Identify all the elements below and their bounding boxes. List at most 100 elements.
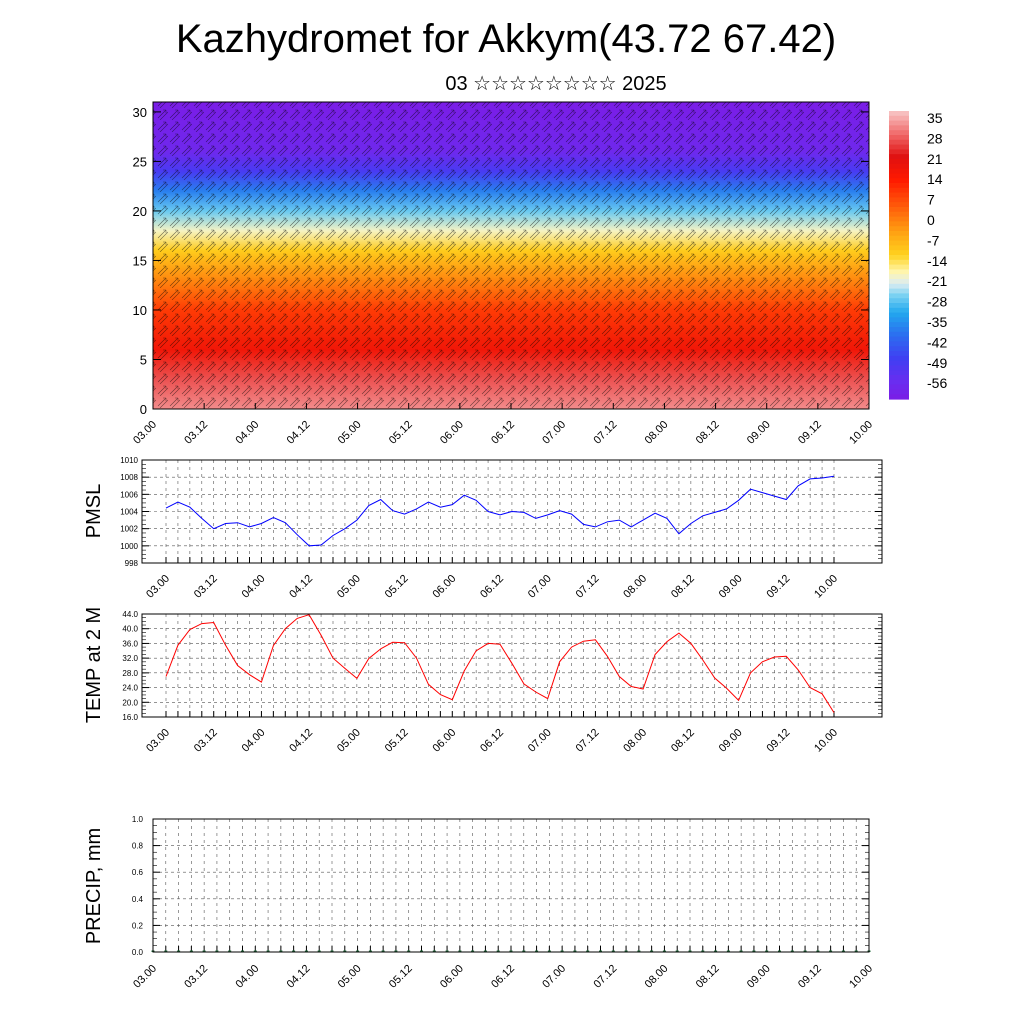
colorbar-cell (889, 303, 909, 309)
x-tick-label: 07.12 (574, 727, 602, 755)
x-tick-label: 08.12 (669, 573, 697, 601)
colorbar-cell (889, 288, 909, 294)
colorbar-cell (889, 111, 909, 117)
colorbar-cell (889, 351, 909, 357)
precip-bar (445, 950, 449, 952)
precip-bar (368, 950, 372, 952)
x-tick-label: 09.00 (717, 573, 745, 601)
colorbar-cell (889, 211, 909, 218)
y-tick-label: 0.4 (132, 895, 144, 904)
colorbar-cell (889, 327, 909, 333)
x-tick-label: 05.00 (336, 419, 364, 447)
colorbar-cell (889, 307, 909, 314)
colorbar-cell (889, 346, 909, 352)
x-tick-label: 04.12 (287, 727, 315, 755)
colorbar-cell (889, 115, 909, 122)
colorbar-label: 21 (927, 151, 943, 167)
temp-axis-label: TEMP at 2 M (83, 607, 105, 723)
y-tick-label: 1006 (120, 490, 138, 499)
x-tick-label: 08.12 (669, 727, 697, 755)
x-tick-label: 09.12 (796, 963, 824, 991)
x-tick-label: 03.12 (192, 727, 220, 755)
colorbar-label: 7 (927, 192, 935, 208)
colorbar-cell (889, 317, 909, 323)
precip-bar (675, 950, 679, 952)
y-tick-label: 998 (125, 559, 139, 568)
x-tick-label: 07.12 (591, 419, 619, 447)
colorbar-label: -28 (927, 294, 947, 310)
y-tick-label: 40.0 (122, 625, 138, 634)
y-tick-label: 1000 (120, 542, 138, 551)
colorbar-label: 35 (927, 110, 943, 126)
x-tick-label: 09.00 (717, 727, 745, 755)
y-tick-label: 24.0 (122, 684, 138, 693)
y-tick-label: 1.0 (132, 815, 144, 824)
colorbar-cell (889, 187, 909, 194)
precip-bar (304, 950, 308, 952)
x-tick-label: 10.00 (812, 573, 840, 601)
y-tick-label: 36.0 (122, 639, 138, 648)
colorbar-cell (889, 207, 909, 213)
colorbar-label: -56 (927, 375, 947, 391)
colorbar-cell (889, 231, 909, 237)
precip-bar (573, 950, 577, 952)
precip-bar (599, 950, 602, 952)
precip-bar (726, 950, 730, 952)
colorbar-cell (889, 192, 909, 198)
x-tick-label: 09.00 (745, 419, 773, 447)
precip-bar (752, 950, 756, 952)
precip-bar (829, 950, 833, 952)
y-tick-label: 1004 (120, 508, 138, 517)
y-tick-label: 1010 (120, 456, 138, 465)
temp-series-line (165, 614, 835, 713)
colorbar-cell (889, 235, 909, 242)
colorbar-cell (889, 226, 909, 232)
heatmap-y-axis: 0 5 10 15 20 25 30 (133, 105, 869, 417)
x-tick-label: 10.00 (847, 963, 875, 991)
y-tick-label: 20.0 (122, 698, 138, 707)
colorbar-cell (889, 149, 909, 155)
precip-bar (356, 950, 360, 952)
colorbar-cell (889, 168, 909, 174)
precip-bar (471, 950, 475, 952)
colorbar-cell (889, 269, 909, 275)
y-tick-label: 10 (133, 303, 147, 318)
heatmap-x-axis: 03.00 03.12 04.00 04.12 05.00 05.12 06.00 06.12… (131, 403, 875, 447)
colorbar-cell (889, 221, 909, 227)
precip-bar (688, 950, 692, 952)
colorbar-cell (889, 274, 909, 280)
colorbar-cell (889, 197, 909, 203)
colorbar-cell (889, 394, 909, 400)
x-tick-label: 08.00 (621, 573, 649, 601)
y-tick-label: 0.2 (132, 921, 144, 930)
pmsl-frame (141, 459, 883, 564)
colorbar-label: -42 (927, 334, 947, 350)
pmsl-axis-label: PMSL (83, 484, 105, 538)
y-tick-label: 28.0 (122, 669, 138, 678)
y-tick-label: 30 (133, 105, 147, 120)
y-tick-label: 0 (140, 402, 147, 417)
colorbar-cell (889, 336, 909, 342)
precip-bar (611, 950, 615, 952)
precip-bar (177, 950, 181, 952)
colorbar-cell (889, 250, 909, 256)
y-tick-label: 1008 (120, 473, 138, 482)
x-tick-label: 06.12 (478, 727, 506, 755)
precip-bar (253, 950, 257, 952)
temp-axes: 16.0 20.0 24.0 28.0 32.0 36.0 40.0 44.0 03.00 03.… (122, 610, 882, 755)
x-tick-label: 05.00 (335, 573, 363, 601)
colorbar-cell (889, 360, 909, 366)
temp-panel: TEMP at 2 M 16.0 20.0 24.0 28.0 32.0 36.0 40.0… (83, 607, 883, 755)
x-tick-label: 10.00 (812, 727, 840, 755)
colorbar-cell (889, 120, 909, 126)
colorbar-cell (889, 379, 909, 386)
y-tick-label: 5 (140, 352, 147, 367)
colorbar-cell (889, 159, 909, 165)
precip-bar (381, 950, 385, 952)
colorbar-cell (889, 293, 909, 299)
precip-bar (803, 950, 807, 952)
x-tick-label: 07.00 (540, 963, 568, 991)
pmsl-grid (142, 459, 882, 564)
precip-bar (496, 950, 500, 952)
precip-bar (522, 950, 526, 952)
